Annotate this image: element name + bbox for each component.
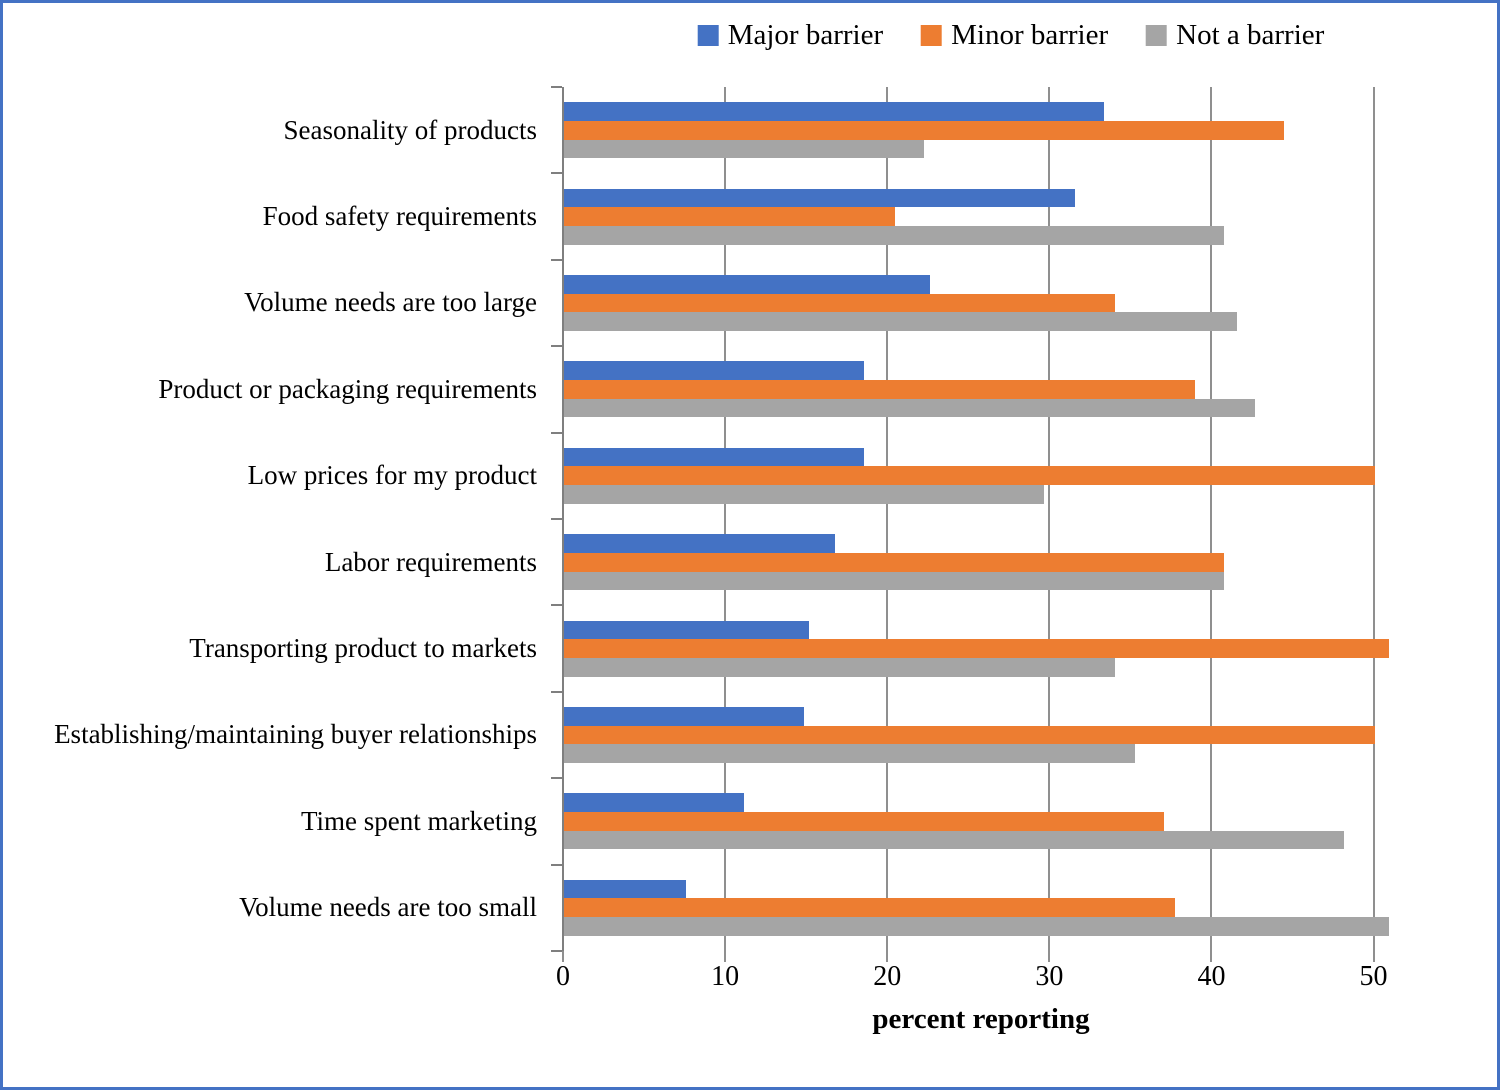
y-axis-tick-mark [551, 777, 562, 780]
legend-label: Not a barrier [1176, 19, 1325, 51]
bar-minor-barrier [564, 466, 1375, 486]
y-axis-tick-mark [551, 258, 562, 261]
bar-not-a-barrier [564, 225, 1224, 245]
x-axis-tick-mark [1048, 951, 1051, 962]
bar-major-barrier [564, 706, 804, 726]
bar-major-barrier [564, 620, 809, 640]
gridline [1048, 87, 1051, 951]
bar-minor-barrier [564, 898, 1176, 918]
bar-major-barrier [564, 447, 864, 467]
plot-area [551, 86, 1393, 962]
bar-not-a-barrier [564, 830, 1344, 850]
bar-not-a-barrier [564, 571, 1224, 591]
category-label: Food safety requirements [262, 201, 537, 232]
bar-major-barrier [564, 188, 1075, 208]
category-label: Volume needs are too small [239, 892, 537, 923]
category-label: Establishing/maintaining buyer relations… [54, 719, 537, 750]
y-axis-tick-mark [551, 690, 562, 693]
category-label: Labor requirements [324, 546, 537, 577]
legend-swatch-icon [697, 25, 719, 46]
gridline [1372, 87, 1375, 951]
x-axis-tick-mark [886, 951, 889, 962]
x-axis-tick-label: 20 [873, 961, 902, 992]
x-axis-tick-label: 30 [1035, 961, 1064, 992]
bar-major-barrier [564, 361, 864, 381]
y-axis-tick-mark [551, 518, 562, 520]
x-axis-tick-label: 0 [556, 961, 570, 992]
x-axis-tick-label: 40 [1197, 961, 1226, 992]
bar-minor-barrier [564, 812, 1164, 831]
category-label: Product or packaging requirements [158, 373, 537, 404]
y-axis-tick-mark [551, 172, 562, 175]
bar-minor-barrier [564, 120, 1284, 140]
legend-item-minor-barrier: Minor barrier [921, 19, 1108, 52]
bar-minor-barrier [564, 639, 1390, 658]
legend-item-major-barrier: Major barrier [697, 19, 884, 52]
bar-minor-barrier [564, 725, 1375, 745]
x-axis-tick-mark [1372, 951, 1375, 962]
bar-not-a-barrier [564, 485, 1044, 504]
y-axis-line [562, 87, 564, 951]
legend-label: Minor barrier [951, 19, 1109, 51]
x-axis-tick-mark [562, 951, 564, 962]
bar-minor-barrier [564, 207, 895, 226]
y-axis-tick-mark [551, 345, 562, 348]
bar-not-a-barrier [564, 139, 924, 159]
bar-major-barrier [564, 102, 1104, 121]
bar-minor-barrier [564, 380, 1195, 399]
x-axis-tick-mark [724, 951, 727, 962]
x-axis-tick-label: 10 [711, 961, 740, 992]
y-axis-tick-mark [551, 604, 562, 607]
bar-minor-barrier [564, 293, 1116, 313]
gridline [886, 87, 889, 951]
bar-minor-barrier [564, 552, 1224, 572]
bar-not-a-barrier [564, 657, 1116, 677]
legend-swatch-icon [1146, 25, 1168, 46]
y-axis-tick-mark [551, 86, 562, 88]
bar-not-a-barrier [564, 917, 1390, 936]
x-axis-tick-label: 50 [1359, 961, 1388, 992]
category-label: Time spent marketing [301, 805, 537, 836]
y-axis-tick-mark [551, 431, 562, 434]
gridline [724, 87, 727, 951]
legend-item-not-a-barrier: Not a barrier [1146, 19, 1324, 52]
bar-not-a-barrier [564, 398, 1255, 418]
legend-label: Major barrier [727, 19, 884, 51]
category-label: Low prices for my product [247, 460, 537, 491]
bar-major-barrier [564, 534, 835, 553]
category-label: Seasonality of products [283, 114, 537, 145]
x-axis-title: percent reporting [872, 1003, 1090, 1035]
y-axis-tick-mark [551, 950, 562, 952]
category-label: Transporting product to markets [189, 633, 537, 664]
category-label: Volume needs are too large [244, 287, 537, 318]
bar-major-barrier [564, 274, 931, 294]
legend-swatch-icon [921, 25, 943, 46]
x-axis-tick-mark [1210, 951, 1213, 962]
bar-not-a-barrier [564, 744, 1135, 764]
chart-legend: Major barrier Minor barrier Not a barrier [697, 19, 1324, 52]
bar-major-barrier [564, 879, 686, 899]
y-axis-tick-mark [551, 863, 562, 866]
bar-major-barrier [564, 793, 744, 813]
bar-not-a-barrier [564, 312, 1237, 332]
gridline [1210, 87, 1213, 951]
